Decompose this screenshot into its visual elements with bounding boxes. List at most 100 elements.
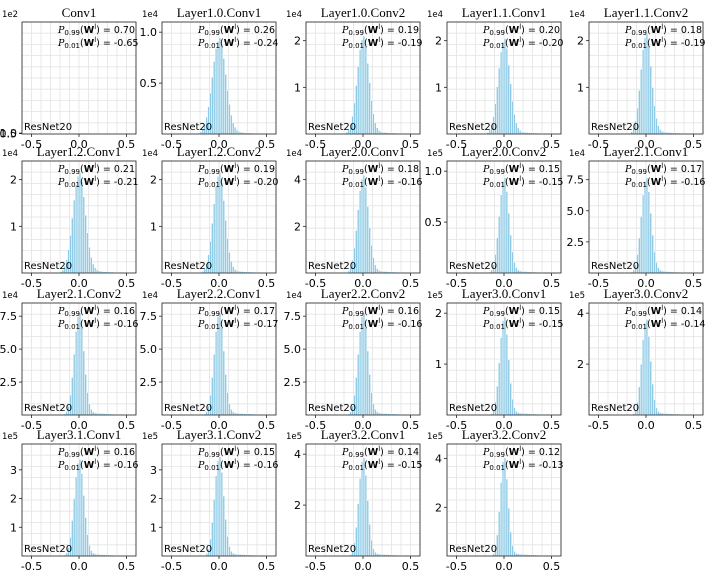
- percentile-annotation: P0.01(Wl) = -0.19: [624, 36, 705, 50]
- histogram-bar: [507, 359, 510, 416]
- histogram-bar: [76, 175, 80, 274]
- subplot-title: Layer1.0.Conv1: [177, 5, 261, 20]
- histogram-bar: [230, 550, 233, 557]
- histogram-bar: [501, 320, 505, 416]
- percentile-annotation: P0.99(Wl) = 0.16: [341, 304, 419, 318]
- histogram-bar: [643, 322, 647, 416]
- histogram-bar: [653, 251, 656, 274]
- percentile-annotation: P0.01(Wl) = -0.14: [624, 317, 705, 331]
- histogram-bar: [213, 61, 216, 135]
- subplot-title: Layer1.0.Conv2: [321, 5, 405, 20]
- histogram-bar: [95, 269, 99, 274]
- y-scale-label: 1e4: [286, 291, 302, 301]
- histogram-bar: [74, 476, 78, 557]
- histogram-bar: [220, 327, 224, 416]
- model-label: ResNet20: [449, 403, 497, 414]
- x-tick-label: 0.5: [402, 277, 420, 290]
- histogram-bar: [360, 39, 364, 135]
- y-scale-label: 1e4: [569, 10, 585, 20]
- histogram-bar: [517, 269, 520, 274]
- subplot-layer1-2-conv2: Layer1.2.Conv2 1e4 1 2 -0.5 0.0 0.5 P0.99(Wl) =…: [142, 144, 278, 290]
- histogram-bar: [92, 552, 95, 557]
- model-label: ResNet20: [164, 403, 212, 414]
- y-tick-label: 1: [294, 81, 301, 94]
- x-tick-label: 0.0: [637, 277, 655, 290]
- y-scale-label: 1e5: [427, 149, 443, 159]
- subplot-title: Layer3.1.Conv1: [37, 427, 121, 442]
- histogram-bar: [360, 178, 364, 274]
- histogram-bar: [213, 203, 216, 274]
- histogram-bar: [226, 392, 229, 416]
- x-tick-label: 0.5: [118, 138, 136, 151]
- histogram-bar: [233, 268, 237, 274]
- histogram-bar: [230, 261, 233, 274]
- histogram-bar: [505, 48, 509, 135]
- subplot-title: Layer2.0.Conv1: [321, 144, 405, 159]
- x-tick-label: -0.5: [446, 277, 467, 290]
- percentile-annotation: P0.01(Wl) = -0.17: [197, 317, 278, 331]
- y-tick-label: 3: [150, 464, 157, 477]
- y-tick-label: 1: [10, 521, 17, 534]
- x-tick-label: 0.0: [210, 277, 228, 290]
- x-tick-label: 0.0: [70, 277, 88, 290]
- histogram-bar: [368, 374, 371, 416]
- histogram-bar: [230, 408, 233, 416]
- subplot-title: Conv1: [62, 5, 97, 20]
- histogram-bar: [232, 266, 235, 274]
- histogram-bar: [232, 122, 235, 135]
- histogram-bar: [509, 234, 512, 274]
- x-tick-label: 0.0: [70, 419, 88, 432]
- histogram-bars: [343, 35, 415, 135]
- histogram-bars: [63, 312, 131, 416]
- y-tick-label: 2.5: [0, 376, 17, 389]
- y-tick-label: 2: [294, 499, 301, 512]
- histogram-bar: [216, 316, 220, 416]
- percentile-annotation: P0.99(Wl) = 0.16: [57, 304, 135, 318]
- percentile-annotation: P0.01(Wl) = -0.21: [57, 175, 138, 189]
- subplot-title: Layer3.0.Conv1: [462, 286, 546, 301]
- histogram-bar: [647, 45, 651, 135]
- histogram-bar: [364, 474, 368, 557]
- y-tick-label: 4: [577, 307, 584, 320]
- histogram-bar: [515, 410, 518, 416]
- y-tick-label: 2: [577, 35, 584, 48]
- histogram-bar: [222, 58, 225, 135]
- histogram-bar: [647, 191, 651, 274]
- model-label: ResNet20: [24, 261, 72, 272]
- x-tick-label: 0.0: [210, 138, 228, 151]
- histogram-bar: [213, 354, 216, 416]
- histogram-bar: [505, 478, 509, 557]
- histogram-bar: [214, 331, 218, 416]
- y-tick-label: 2.5: [140, 376, 158, 389]
- y-tick-label: 1: [435, 358, 442, 371]
- subplot-title: Layer2.1.Conv1: [604, 144, 688, 159]
- subplot-title: Layer1.2.Conv1: [37, 144, 121, 159]
- histogram-bar: [78, 459, 82, 557]
- histogram-bar: [358, 190, 362, 274]
- percentile-annotation: P0.01(Wl) = -0.13: [482, 458, 563, 472]
- y-tick-label: 1.0: [140, 26, 158, 39]
- x-tick-label: -0.5: [305, 419, 326, 432]
- subplot-layer1-0-conv1: Layer1.0.Conv1 1e4 0.5 1.0 -0.5 0.0 0.5 P0.99(W…: [140, 5, 279, 151]
- x-tick-label: 0.5: [118, 277, 136, 290]
- histogram-bar: [653, 399, 656, 416]
- y-tick-label: 4: [294, 174, 301, 187]
- histogram-bar: [649, 360, 652, 416]
- histogram-bar: [224, 74, 227, 135]
- histogram-bar: [228, 403, 231, 416]
- y-tick-label: 7.5: [284, 310, 302, 323]
- histogram-bar: [224, 374, 227, 416]
- x-tick-label: 0.5: [543, 138, 561, 151]
- histogram-bar: [370, 100, 373, 135]
- histogram-bar: [498, 215, 501, 274]
- percentile-annotation: P0.01(Wl) = -0.15: [482, 175, 563, 189]
- subplot-title: Layer3.2.Conv1: [321, 427, 405, 442]
- percentile-annotation: P0.01(Wl) = -0.20: [482, 36, 563, 50]
- y-tick-label: 2: [10, 493, 17, 506]
- histogram-bar: [364, 186, 368, 274]
- y-tick-label: 1: [150, 521, 157, 534]
- histogram-bar: [513, 262, 516, 274]
- histogram-bar: [645, 319, 649, 416]
- histogram-bar: [73, 199, 76, 274]
- percentile-annotation: P0.01(Wl) = -0.15: [341, 458, 422, 472]
